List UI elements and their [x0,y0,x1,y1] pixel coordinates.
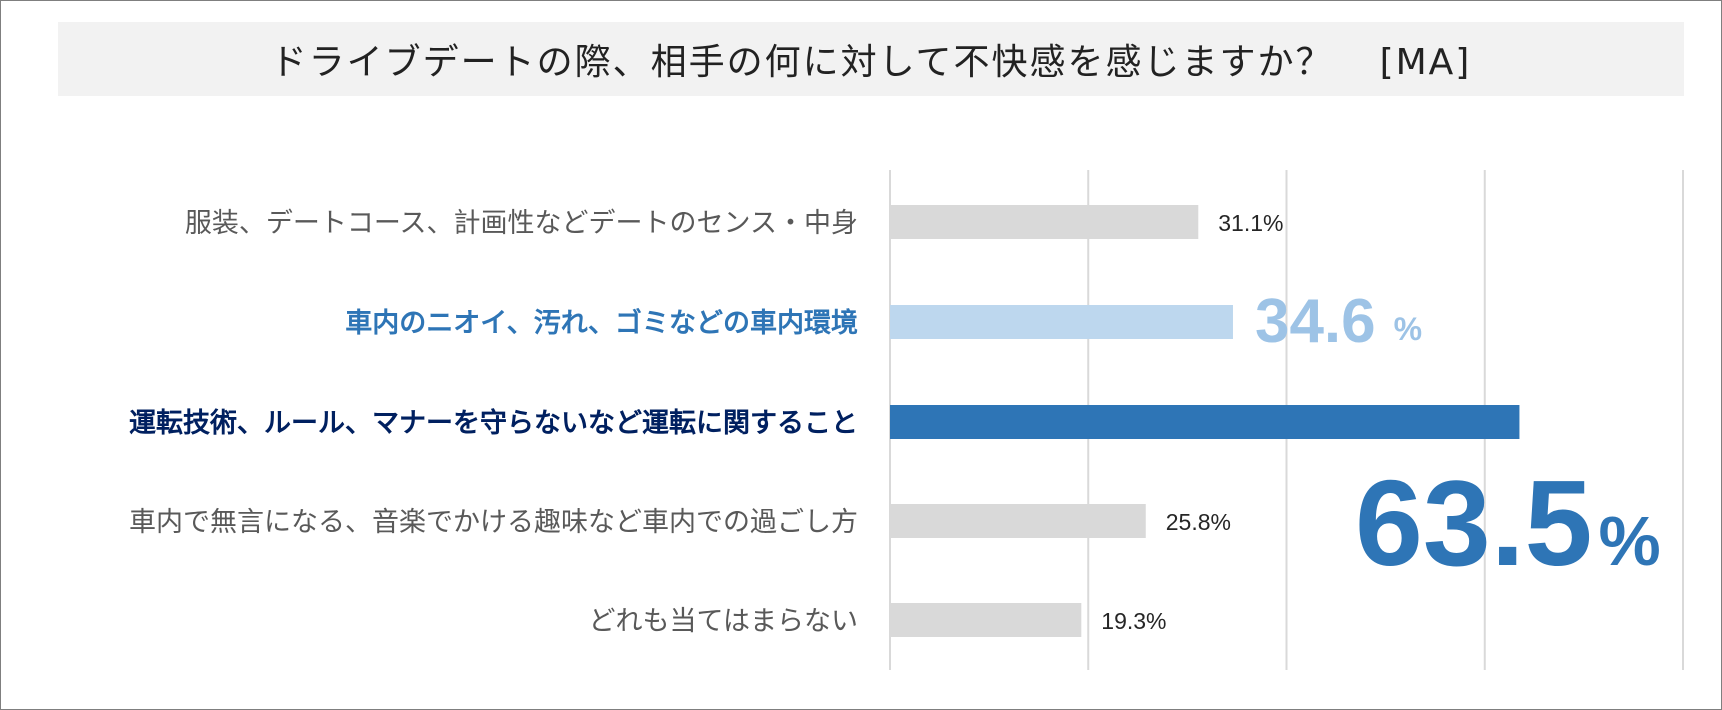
data-label: 63.5 [1355,455,1592,591]
bar [890,603,1082,637]
category-label: 車内で無言になる、音楽でかける趣味など車内での過ごし方 [129,507,858,538]
category-label: 車内のニオイ、汚れ、ゴミなどの車内環境 [345,307,858,339]
title-band: ドライブデートの際、相手の何に対して不快感を感じますか？ [MA] [58,22,1684,96]
chart-title-text: ドライブデートの際、相手の何に対して不快感を感じますか？ [270,42,1334,83]
bar [890,205,1199,239]
data-label-percent: % [1598,502,1660,580]
chart-title: ドライブデートの際、相手の何に対して不快感を感じますか？ [MA] [271,33,1472,85]
data-label: 19.3% [1101,608,1166,634]
category-label: 運転技術、ルール、マナーを守らないなど運転に関すること [129,407,858,439]
bar [890,405,1520,439]
category-label: どれも当てはまらない [589,606,858,637]
data-label-percent: % [1394,311,1422,347]
bar [890,305,1233,339]
data-label: 25.8% [1166,509,1231,535]
data-label: 34.6 [1255,287,1376,356]
category-label: 服装、デートコース、計画性などデートのセンス・中身 [185,208,858,239]
chart-title-tag: [MA] [1379,42,1472,83]
data-label: 31.1% [1218,210,1283,236]
bar [890,504,1146,538]
